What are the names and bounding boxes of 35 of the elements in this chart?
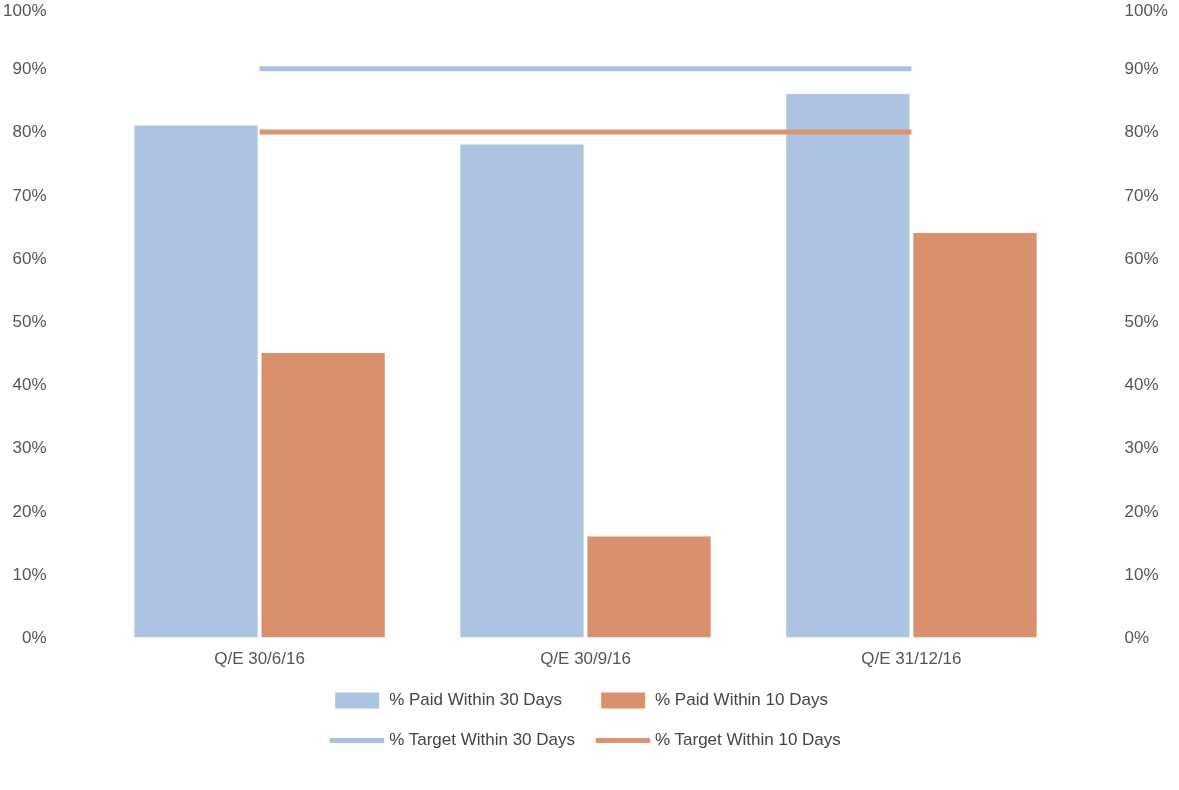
bar	[587, 536, 711, 638]
x-tick-label: Q/E 30/9/16	[540, 648, 631, 668]
y-tick-label: 60%	[12, 248, 47, 268]
y-tick-label: 90%	[12, 59, 47, 79]
y2-tick-label: 70%	[1124, 185, 1159, 205]
x-tick-label: Q/E 31/12/16	[861, 648, 962, 668]
y-tick-label: 40%	[12, 375, 47, 395]
y2-tick-label: 90%	[1124, 59, 1159, 79]
y2-tick-label: 20%	[1124, 501, 1159, 521]
y2-tick-label: 50%	[1124, 312, 1159, 331]
y2-tick-label: 60%	[1124, 248, 1159, 268]
legend-label: % Paid Within 10 Days	[655, 690, 828, 710]
y2-tick-label: 30%	[1124, 438, 1159, 458]
y-tick-label: 30%	[12, 438, 47, 458]
legend-label: % Target Within 10 Days	[655, 730, 841, 750]
y2-tick-label: 80%	[1124, 122, 1159, 142]
legend-label: % Target Within 30 Days	[389, 730, 575, 750]
bar	[786, 93, 910, 638]
legend-label: % Paid Within 30 Days	[389, 690, 563, 710]
bar	[261, 353, 385, 638]
y2-tick-label: 10%	[1124, 564, 1159, 584]
y-tick-label: 100%	[3, 0, 47, 20]
y-tick-label: 70%	[12, 185, 47, 205]
y-tick-label: 10%	[12, 564, 47, 584]
y2-tick-label: 0%	[1124, 628, 1150, 647]
y-tick-label: 0%	[21, 628, 47, 647]
bar	[913, 233, 1037, 638]
y-tick-label: 80%	[12, 122, 47, 142]
x-tick-label: Q/E 30/6/16	[214, 648, 305, 668]
y-tick-label: 50%	[12, 312, 47, 331]
y-tick-label: 20%	[12, 501, 47, 521]
bar	[460, 144, 584, 638]
bar	[134, 125, 258, 638]
y2-tick-label: 40%	[1124, 375, 1159, 395]
y2-tick-label: 100%	[1124, 0, 1168, 20]
